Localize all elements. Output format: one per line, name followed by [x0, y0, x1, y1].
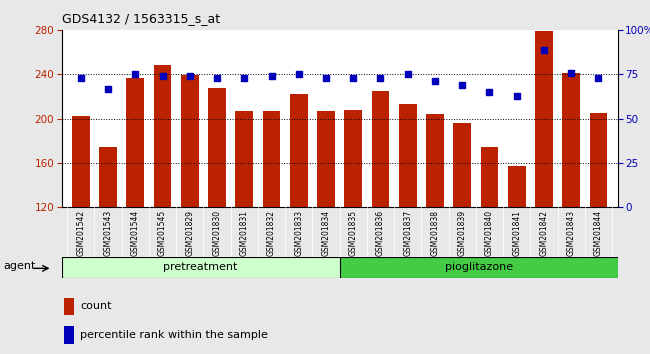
Bar: [181, 75, 199, 340]
Text: GSM201545: GSM201545: [158, 210, 167, 256]
Point: [130, 72, 140, 77]
Text: GSM201834: GSM201834: [322, 210, 330, 256]
Bar: [453, 123, 471, 340]
Text: GSM201542: GSM201542: [76, 210, 85, 256]
Text: GSM201830: GSM201830: [213, 210, 222, 256]
Text: count: count: [80, 302, 112, 312]
Text: GSM201841: GSM201841: [512, 210, 521, 256]
Text: GSM201839: GSM201839: [458, 210, 467, 256]
Bar: [290, 94, 307, 340]
Text: pretreatment: pretreatment: [164, 262, 238, 272]
Text: GSM201842: GSM201842: [540, 210, 549, 256]
Text: agent: agent: [3, 261, 36, 271]
Point: [375, 75, 385, 81]
Text: GSM201836: GSM201836: [376, 210, 385, 256]
Bar: [508, 166, 526, 340]
Point: [294, 72, 304, 77]
Text: GSM201832: GSM201832: [267, 210, 276, 256]
Text: GSM201544: GSM201544: [131, 210, 140, 256]
Bar: [339, 257, 618, 278]
Bar: [99, 147, 117, 340]
Text: GSM201831: GSM201831: [240, 210, 249, 256]
Text: GSM201829: GSM201829: [185, 210, 194, 256]
Point: [185, 73, 195, 79]
Point: [566, 70, 577, 75]
Point: [321, 75, 332, 81]
Bar: [426, 114, 444, 340]
Text: GSM201838: GSM201838: [430, 210, 439, 256]
Point: [430, 79, 440, 84]
Bar: [399, 104, 417, 340]
Bar: [480, 147, 499, 340]
Bar: [62, 257, 339, 278]
Point: [239, 75, 250, 81]
Text: pioglitazone: pioglitazone: [445, 262, 513, 272]
Point: [593, 75, 604, 81]
Text: GDS4132 / 1563315_s_at: GDS4132 / 1563315_s_at: [62, 12, 220, 25]
Text: GSM201844: GSM201844: [594, 210, 603, 256]
Point: [266, 73, 277, 79]
Point: [157, 73, 168, 79]
Bar: [590, 113, 607, 340]
Text: GSM201840: GSM201840: [485, 210, 494, 256]
Bar: [72, 116, 90, 340]
Bar: [535, 31, 552, 340]
Text: GSM201835: GSM201835: [349, 210, 358, 256]
Bar: [372, 91, 389, 340]
Point: [539, 47, 549, 52]
Bar: [153, 65, 172, 340]
Point: [457, 82, 467, 88]
Bar: [64, 298, 74, 315]
Point: [212, 75, 222, 81]
Text: GSM201843: GSM201843: [567, 210, 576, 256]
Bar: [344, 110, 362, 340]
Bar: [235, 111, 253, 340]
Point: [512, 93, 522, 98]
Bar: [208, 88, 226, 340]
Text: GSM201833: GSM201833: [294, 210, 304, 256]
Bar: [562, 73, 580, 340]
Text: percentile rank within the sample: percentile rank within the sample: [80, 330, 268, 340]
Point: [402, 72, 413, 77]
Bar: [263, 111, 280, 340]
Point: [484, 89, 495, 95]
Text: GSM201543: GSM201543: [103, 210, 112, 256]
Bar: [127, 78, 144, 340]
Point: [103, 86, 113, 91]
Point: [75, 75, 86, 81]
Text: GSM201837: GSM201837: [403, 210, 412, 256]
Bar: [317, 111, 335, 340]
Point: [348, 75, 358, 81]
Bar: [64, 326, 74, 344]
